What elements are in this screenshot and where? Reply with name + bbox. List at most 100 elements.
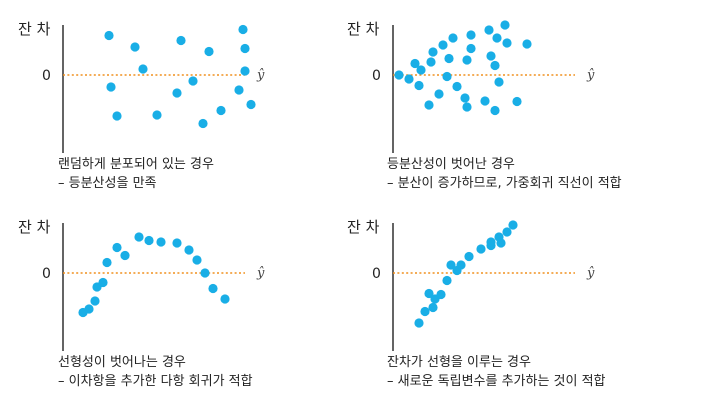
residual-point: [106, 82, 116, 92]
residual-point: [184, 245, 194, 255]
residual-point: [442, 71, 452, 82]
x-axis-label-yhat: ŷ: [586, 68, 595, 83]
residual-point: [152, 110, 162, 120]
residual-point: [130, 42, 140, 52]
residual-point: [446, 260, 456, 270]
residual-point: [428, 302, 438, 313]
residual-point: [90, 296, 100, 306]
residual-point: [204, 46, 214, 57]
zero-tick-label: 0: [42, 266, 51, 282]
residual-point: [448, 33, 458, 43]
residual-point: [462, 102, 472, 112]
x-axis-label-yhat: ŷ: [586, 266, 595, 281]
residual-point: [176, 35, 186, 46]
y-axis-label: 잔 차: [347, 20, 380, 38]
y-axis-label: 잔 차: [18, 20, 51, 38]
caption-note: – 이차항을 추가한 다항 회귀가 적합: [58, 374, 253, 389]
residual-point: [216, 105, 226, 116]
residual-plot-2: 잔 차 0 ŷ 등분산성이 벗어난 경우 – 분산이 증가하므로, 가중회귀 직선이 적…: [347, 20, 622, 191]
residual-point: [198, 118, 208, 129]
residual-point: [456, 260, 466, 270]
residual-point: [496, 238, 506, 248]
residual-point: [486, 237, 496, 247]
residual-point: [192, 255, 202, 265]
y-axis-label: 잔 차: [347, 218, 380, 236]
residual-point: [220, 294, 230, 304]
residual-point: [436, 289, 446, 300]
residual-point: [438, 40, 448, 50]
residual-point: [238, 24, 248, 35]
caption-note: – 등분산성을 만족: [58, 176, 157, 191]
residual-point: [410, 58, 420, 69]
residual-point: [428, 47, 438, 57]
residual-point: [416, 65, 426, 75]
caption-note: – 분산이 증가하므로, 가중회귀 직선이 적합: [387, 176, 622, 191]
residual-point: [500, 20, 510, 30]
x-axis-label-yhat: ŷ: [256, 266, 265, 281]
residual-point: [134, 232, 144, 242]
residual-point: [512, 96, 522, 107]
residual-point: [466, 43, 476, 54]
residual-point: [98, 277, 108, 288]
residual-point: [424, 100, 434, 110]
residual-point: [208, 283, 218, 294]
residual-point: [420, 306, 430, 317]
residual-point: [490, 60, 500, 71]
residual-point: [144, 235, 154, 246]
residual-plot-4: 잔 차 0 ŷ 잔차가 선형을 이루는 경우 – 새로운 독립변수를 추가하는 것이 적…: [347, 218, 606, 389]
residual-point: [502, 227, 512, 237]
x-axis-label-yhat: ŷ: [256, 68, 265, 83]
residual-point: [492, 33, 502, 43]
residual-point: [414, 318, 424, 328]
zero-tick-label: 0: [372, 266, 381, 282]
residual-point: [426, 57, 436, 67]
caption-title: 잔차가 선형을 이루는 경우: [387, 355, 531, 370]
residual-point: [476, 244, 486, 254]
residual-point: [404, 74, 414, 84]
y-axis-label: 잔 차: [18, 218, 51, 236]
residual-point: [502, 38, 512, 48]
residual-point: [104, 30, 114, 41]
residual-point: [112, 111, 122, 121]
residual-point: [188, 76, 198, 86]
residual-point: [490, 105, 500, 116]
residual-point: [442, 275, 452, 286]
zero-tick-label: 0: [42, 68, 51, 84]
residual-point: [138, 64, 148, 74]
residual-point: [484, 25, 494, 35]
residual-point: [112, 242, 122, 253]
residual-point: [460, 93, 470, 103]
residual-point: [462, 55, 472, 65]
residual-point: [464, 251, 474, 262]
residual-point: [494, 77, 504, 87]
residual-point: [444, 53, 454, 64]
residual-point: [466, 30, 476, 40]
residual-point: [414, 80, 424, 91]
residual-point: [172, 88, 182, 98]
residual-point: [508, 220, 518, 230]
residual-point: [84, 304, 94, 314]
residual-point: [486, 51, 496, 61]
residual-point: [434, 89, 444, 99]
residual-point: [102, 257, 112, 268]
residual-point: [452, 81, 462, 92]
caption-title: 선형성이 벗어나는 경우: [58, 355, 186, 370]
residual-point: [200, 268, 210, 278]
residual-point: [394, 70, 404, 80]
residual-point: [120, 250, 130, 261]
residual-point: [234, 85, 244, 95]
caption-note: – 새로운 독립변수를 추가하는 것이 적합: [387, 374, 606, 389]
residual-plot-3: 잔 차 0 ŷ 선형성이 벗어나는 경우 – 이차항을 추가한 다항 회귀가 적합: [18, 218, 265, 389]
residual-point: [480, 96, 490, 106]
zero-tick-label: 0: [372, 68, 381, 84]
residual-point: [424, 288, 434, 299]
residual-plot-1: 잔 차 0 ŷ 랜덤하게 분포되어 있는 경우 – 등분산성을 만족: [18, 20, 265, 191]
caption-title: 랜덤하게 분포되어 있는 경우: [58, 157, 214, 172]
residual-point: [240, 66, 250, 76]
residual-point: [172, 238, 182, 248]
residual-point: [522, 39, 532, 49]
residual-point: [240, 43, 250, 54]
residual-point: [156, 237, 166, 247]
caption-title: 등분산성이 벗어난 경우: [387, 157, 515, 172]
